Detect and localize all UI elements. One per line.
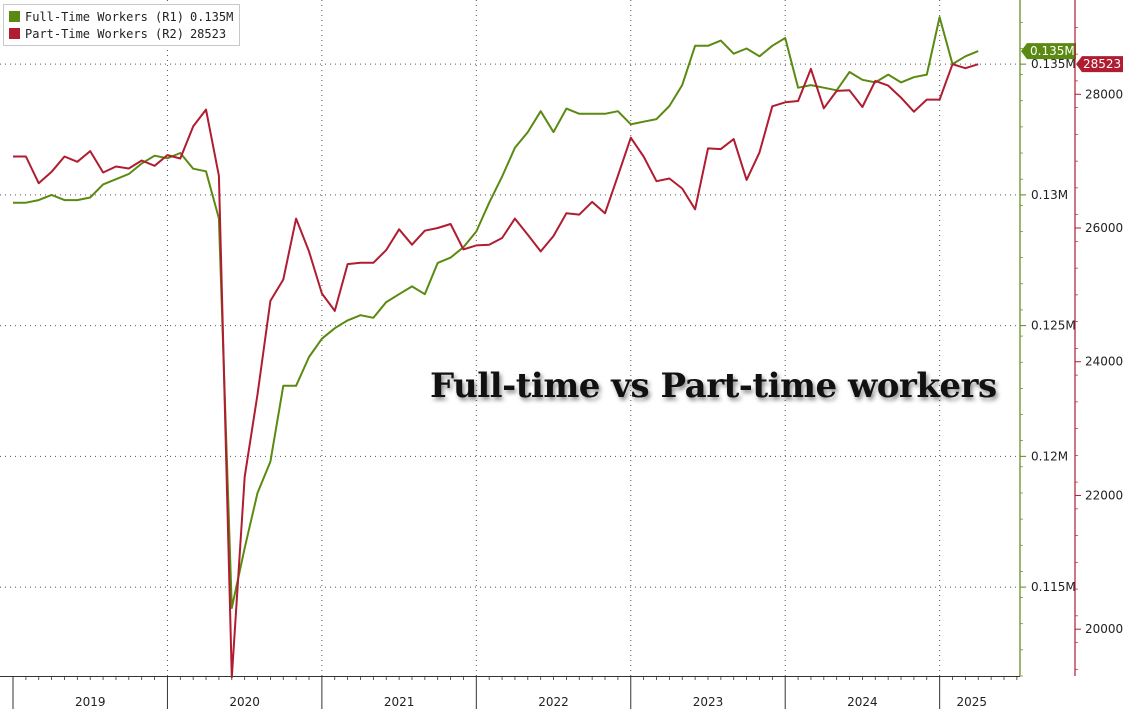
r1-tick-label: 0.125M bbox=[1031, 319, 1076, 333]
part-time-last-value: 28523 bbox=[1083, 57, 1121, 71]
r2-tick-label: 28000 bbox=[1085, 87, 1123, 101]
legend-label-full-time: Full-Time Workers (R1) bbox=[25, 9, 184, 24]
right-axis-r2: 20000 22000 24000 26000 28000 28523 bbox=[1074, 0, 1123, 676]
legend: Full-Time Workers (R1) 0.135M Part-Time … bbox=[3, 4, 241, 46]
x-tick-label: 2021 bbox=[384, 695, 415, 709]
r2-tick-label: 24000 bbox=[1085, 355, 1123, 369]
legend-value-part-time: 28523 bbox=[189, 26, 227, 41]
r2-tick-label: 20000 bbox=[1085, 622, 1123, 636]
chart-title: Full-time vs Part-time workers bbox=[430, 366, 997, 406]
full-time-last-value: 0.135M bbox=[1030, 44, 1075, 58]
part-time-swatch bbox=[9, 28, 20, 39]
full-time-line bbox=[13, 16, 979, 609]
legend-label-part-time: Part-Time Workers (R2) bbox=[25, 26, 184, 41]
full-time-last-value-tag bbox=[1021, 43, 1076, 60]
r2-tick-label: 22000 bbox=[1085, 488, 1123, 502]
x-tick-label: 2023 bbox=[693, 695, 724, 709]
legend-value-full-time: 0.135M bbox=[189, 9, 234, 24]
x-tick-label: 2022 bbox=[538, 695, 569, 709]
x-tick-label: 2025 bbox=[957, 695, 988, 709]
r1-tick-label: 0.115M bbox=[1031, 580, 1076, 594]
x-tick-label: 2020 bbox=[229, 695, 260, 709]
legend-item-full-time[interactable]: Full-Time Workers (R1) 0.135M bbox=[9, 8, 233, 25]
x-tick-label: 2024 bbox=[847, 695, 878, 709]
r2-tick-label: 26000 bbox=[1085, 221, 1123, 235]
part-time-last-value-tag bbox=[1076, 56, 1123, 73]
r1-tick-label: 0.135M bbox=[1031, 57, 1076, 71]
gridlines bbox=[0, 0, 1020, 677]
legend-item-part-time[interactable]: Part-Time Workers (R2) 28523 bbox=[9, 25, 233, 42]
full-time-swatch bbox=[9, 11, 20, 22]
part-time-line bbox=[13, 63, 979, 679]
x-tick-label: 2019 bbox=[75, 695, 106, 709]
r1-tick-label: 0.13M bbox=[1031, 188, 1068, 202]
series-lines bbox=[13, 16, 979, 679]
r1-tick-label: 0.12M bbox=[1031, 449, 1068, 463]
x-axis: 2019 2020 2021 2022 2023 2024 2025 bbox=[12, 676, 1018, 709]
